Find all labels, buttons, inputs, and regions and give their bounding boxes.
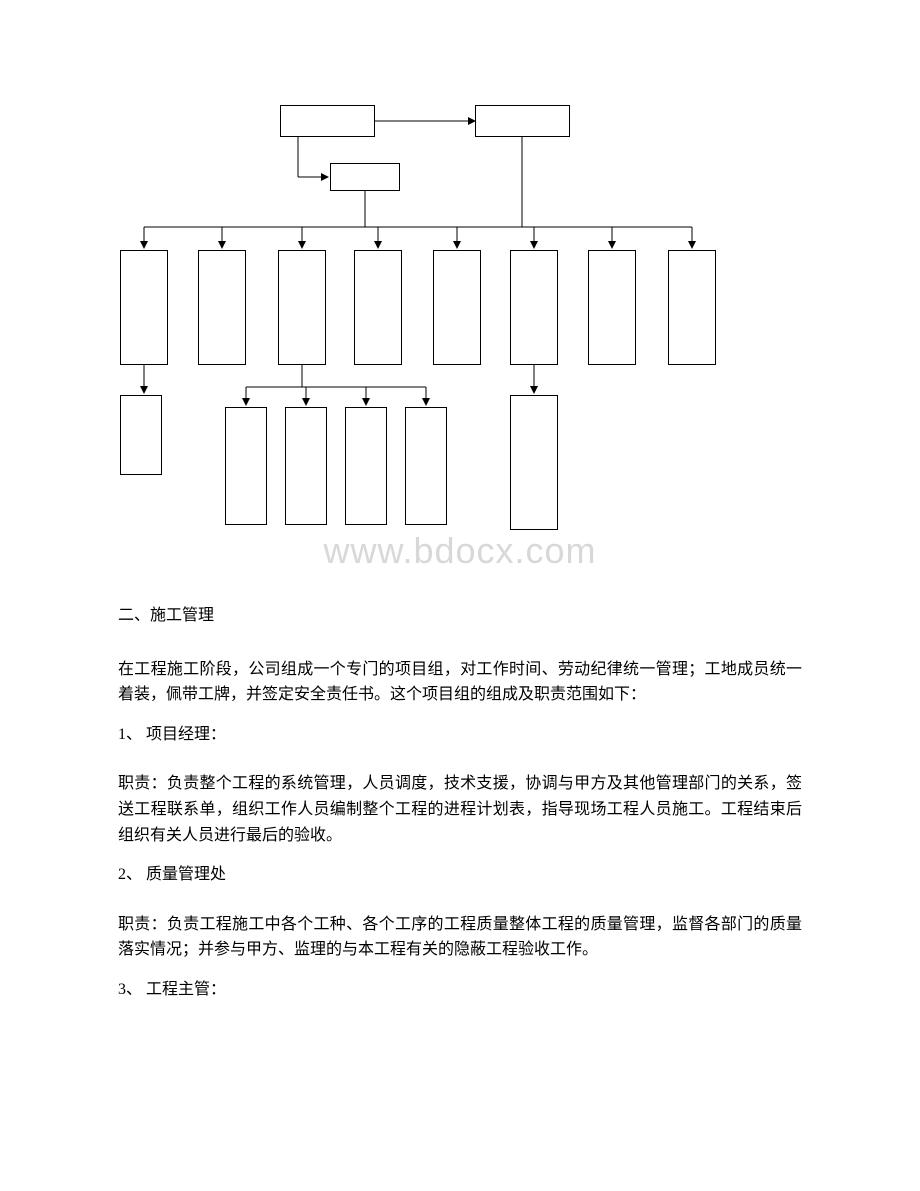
node-n7 [588, 250, 636, 365]
document-body: 二、施工管理 在工程施工阶段，公司组成一个专门的项目组，对工作时间、劳动纪律统一… [118, 603, 802, 1027]
node-n1 [120, 250, 168, 365]
node-b2 [225, 407, 267, 525]
item2-title: 2、 质量管理处 [118, 862, 802, 888]
node-b4 [345, 407, 387, 525]
node-b6 [510, 395, 558, 530]
node-b1 [120, 395, 162, 475]
node-top1 [280, 105, 375, 137]
node-b5 [405, 407, 447, 525]
node-n4 [354, 250, 402, 365]
node-mid [330, 163, 400, 191]
section-title: 二、施工管理 [118, 603, 802, 629]
node-n8 [668, 250, 716, 365]
watermark-text: www.bdocx.com [0, 530, 920, 572]
intro-paragraph: 在工程施工阶段，公司组成一个专门的项目组，对工作时间、劳动纪律统一管理；工地成员… [118, 657, 802, 708]
node-top2 [475, 105, 570, 137]
node-n2 [198, 250, 246, 365]
node-n6 [510, 250, 558, 365]
node-n3 [278, 250, 326, 365]
item1-title: 1、 项目经理： [118, 722, 802, 748]
org-chart-diagram [120, 105, 800, 555]
item3-title: 3、 工程主管： [118, 977, 802, 1003]
item1-body: 职责：负责整个工程的系统管理，人员调度，技术支援，协调与甲方及其他管理部门的关系… [118, 771, 802, 848]
node-b3 [285, 407, 327, 525]
item2-body: 职责：负责工程施工中各个工种、各个工序的工程质量整体工程的质量管理，监督各部门的… [118, 912, 802, 963]
node-n5 [433, 250, 481, 365]
